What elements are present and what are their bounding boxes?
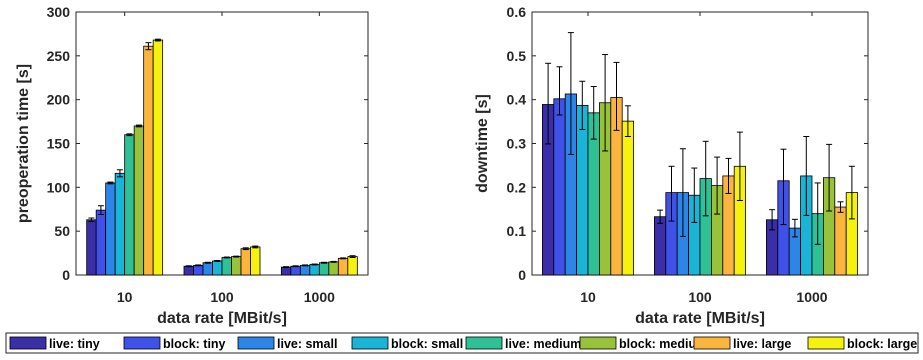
bar-block-small-10 xyxy=(576,104,589,276)
legend-label: block: large xyxy=(847,337,917,351)
legend-label: live: medium xyxy=(505,337,581,351)
bar-block-tiny-100 xyxy=(193,264,204,276)
legend-label: live: tiny xyxy=(49,337,100,351)
legend-swatch xyxy=(693,336,731,350)
y-axis-label: downtime [s] xyxy=(474,94,491,193)
y-tick-label: 150 xyxy=(47,136,71,152)
left-chart-preoperation-time: 0 50 100 150 200 250 300 10 100 1000 data rate [MB… xyxy=(15,4,369,327)
y-axis-label: preoperation time [s] xyxy=(15,64,32,223)
bar-live-small-1000 xyxy=(299,264,311,276)
bar-live-medium-10 xyxy=(124,134,135,276)
x-tick-label: 1000 xyxy=(796,289,827,305)
x-tick-label: 100 xyxy=(210,289,234,305)
y-tick-label: 0.6 xyxy=(507,4,527,20)
bar-block-tiny-10 xyxy=(95,209,107,276)
bar-live-tiny-100 xyxy=(654,216,667,276)
bar-block-large-10 xyxy=(621,120,635,276)
x-axis-label: data rate [MBit/s] xyxy=(157,310,287,327)
bar-block-medium-1000 xyxy=(328,261,339,276)
bar-live-large-1000 xyxy=(337,257,349,276)
bar-block-small-100 xyxy=(212,260,223,276)
legend-swatch xyxy=(807,336,845,350)
bar-live-medium-100 xyxy=(221,257,232,276)
legend-label: live: small xyxy=(277,337,337,351)
bar-live-large-1000 xyxy=(834,206,847,276)
bar-live-medium-1000 xyxy=(318,262,330,276)
legend-swatch xyxy=(465,336,503,350)
bar-block-small-10 xyxy=(114,172,126,276)
legend-swatch xyxy=(123,336,161,350)
bar-live-small-10 xyxy=(105,182,116,276)
x-axis-label: data rate [MBit/s] xyxy=(635,310,765,327)
right-chart-downtime: 0 0.1 0.2 0.3 0.4 0.5 0.6 10 100 1000 data rate [M… xyxy=(474,4,869,327)
legend-box xyxy=(5,332,919,354)
legend-label: block: tiny xyxy=(163,337,226,351)
bar-block-large-1000 xyxy=(347,256,358,276)
bar-block-tiny-10 xyxy=(553,98,566,276)
y-tick-label: 300 xyxy=(47,4,71,20)
bar-block-small-1000 xyxy=(309,264,320,276)
bar-live-large-10 xyxy=(143,45,154,276)
bar-live-tiny-1000 xyxy=(280,266,292,276)
bar-block-medium-10 xyxy=(133,125,145,276)
y-tick-label: 0.5 xyxy=(507,48,527,64)
legend-swatch xyxy=(237,336,275,350)
y-tick-label: 100 xyxy=(47,179,71,195)
bar-live-tiny-100 xyxy=(183,265,194,276)
bar-live-small-100 xyxy=(202,262,213,276)
x-tick-label: 1000 xyxy=(304,289,335,305)
bar-block-large-10 xyxy=(152,39,164,276)
x-tick-label: 10 xyxy=(117,289,133,305)
legend-swatch xyxy=(579,336,617,350)
y-tick-label: 0.4 xyxy=(507,92,527,108)
legend-label: block: small xyxy=(391,337,463,351)
legend: live: tiny block: tiny live: small block: s… xyxy=(5,332,919,354)
legend-label: block: medium xyxy=(619,337,707,351)
y-tick-label: 0 xyxy=(62,267,70,283)
legend-swatch xyxy=(9,336,47,350)
legend-swatch xyxy=(351,336,389,350)
y-tick-label: 50 xyxy=(54,223,70,239)
bar-block-large-100 xyxy=(250,246,261,276)
bar-block-tiny-1000 xyxy=(290,265,301,276)
y-tick-label: 200 xyxy=(47,92,71,108)
x-tick-label: 10 xyxy=(580,289,596,305)
y-tick-label: 0 xyxy=(518,267,526,283)
y-tick-label: 0.2 xyxy=(507,179,527,195)
legend-label: live: large xyxy=(733,337,791,351)
x-tick-label: 100 xyxy=(688,289,712,305)
bar-live-tiny-10 xyxy=(86,219,97,276)
y-tick-label: 250 xyxy=(47,48,71,64)
y-tick-label: 0.1 xyxy=(507,223,527,239)
bar-block-medium-100 xyxy=(231,256,242,276)
y-tick-label: 0.3 xyxy=(507,136,527,152)
bar-live-large-100 xyxy=(240,248,251,276)
